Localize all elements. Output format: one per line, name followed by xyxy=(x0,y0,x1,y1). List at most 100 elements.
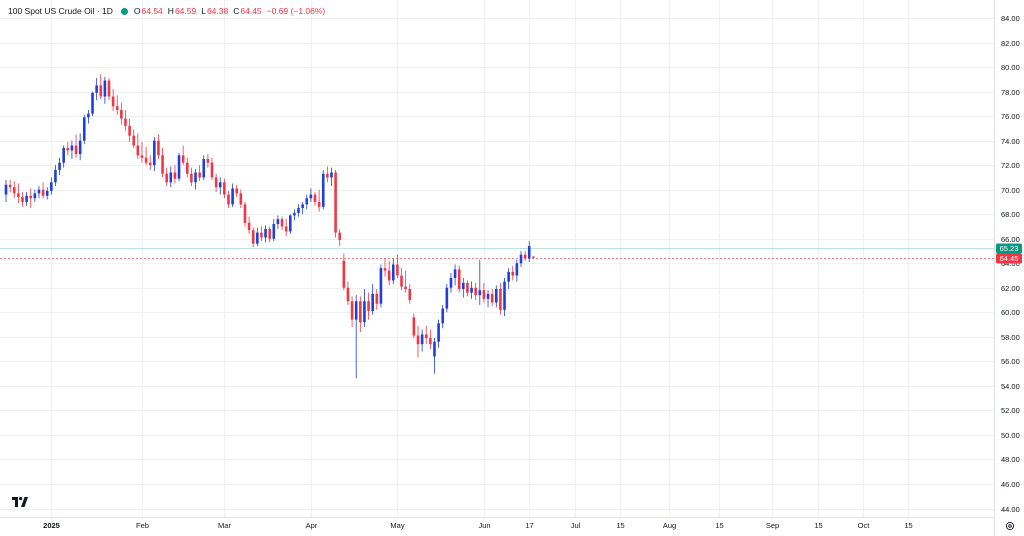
candle-body xyxy=(148,162,152,166)
candle xyxy=(523,250,527,261)
y-tick-label: 72.00 xyxy=(1001,161,1020,170)
candle-body xyxy=(82,117,86,141)
candle-body xyxy=(408,289,412,301)
candle-body xyxy=(4,184,8,195)
candle xyxy=(466,280,469,297)
candle xyxy=(50,177,53,195)
candle xyxy=(128,118,131,142)
y-tick-label: 84.00 xyxy=(1001,14,1020,23)
candle xyxy=(371,284,374,315)
candle-body xyxy=(235,188,239,194)
candle xyxy=(354,295,358,379)
candle xyxy=(194,168,197,190)
candle xyxy=(486,290,490,308)
candle-body xyxy=(470,287,473,293)
candle-body xyxy=(223,182,226,195)
time-axis[interactable]: 2025 Feb Mar Apr May Jun 17 Jul 15 Aug 15 Sep 15 Oct 1… xyxy=(43,521,913,530)
candle xyxy=(363,289,366,328)
candle xyxy=(169,166,173,188)
candle xyxy=(87,109,90,124)
candle xyxy=(288,214,292,234)
candle-body xyxy=(424,334,428,339)
candle-body xyxy=(41,189,45,196)
open-label: O xyxy=(133,6,141,16)
candle-body xyxy=(78,140,82,155)
candle-body xyxy=(511,271,515,276)
candle-body xyxy=(350,301,354,320)
candle xyxy=(95,78,98,101)
x-tick-label: Apr xyxy=(306,521,318,530)
candle-body xyxy=(169,172,173,183)
y-tick-label: 56.00 xyxy=(1001,357,1020,366)
candle-body xyxy=(474,287,477,296)
candle xyxy=(470,281,473,299)
candle xyxy=(140,141,144,163)
candle xyxy=(33,189,37,202)
x-tick-label: May xyxy=(390,521,404,530)
y-tick-label: 64.00 xyxy=(1001,259,1020,268)
candle-body xyxy=(309,194,313,199)
candle xyxy=(124,109,127,131)
symbol-title[interactable]: 100 Spot US Crude Oil · 1D xyxy=(8,6,113,16)
candle xyxy=(457,265,461,293)
candle xyxy=(449,273,453,293)
settings-gear-icon[interactable] xyxy=(1005,521,1015,531)
candle xyxy=(519,250,523,267)
candle xyxy=(441,304,445,329)
candle-body xyxy=(453,269,457,278)
candle xyxy=(330,167,333,186)
candle-body xyxy=(120,109,123,119)
candle xyxy=(272,219,276,242)
y-tick-label: 54.00 xyxy=(1001,382,1020,391)
candle xyxy=(78,133,82,161)
price-badge-green xyxy=(996,243,1022,254)
candle xyxy=(478,259,482,305)
candle-body xyxy=(45,190,49,196)
candle-body xyxy=(523,254,527,259)
x-tick-label: Feb xyxy=(136,521,149,530)
candle xyxy=(412,313,416,339)
candle xyxy=(251,227,255,248)
candle-body xyxy=(429,338,432,345)
candle-body xyxy=(124,118,127,126)
candle xyxy=(511,265,515,281)
candle-body xyxy=(400,275,403,287)
candle xyxy=(181,145,185,166)
candle xyxy=(227,190,230,209)
candle xyxy=(173,165,177,184)
candle-body xyxy=(503,281,506,310)
candle-body xyxy=(140,155,144,158)
y-tick-label: 82.00 xyxy=(1001,39,1020,48)
candle xyxy=(313,192,317,206)
candle xyxy=(416,325,420,358)
candle-body xyxy=(317,201,321,207)
candle-body xyxy=(326,173,329,178)
tradingview-logo-icon[interactable] xyxy=(12,496,28,508)
candle xyxy=(404,270,407,293)
candle-body xyxy=(214,177,218,188)
candle-body xyxy=(243,204,247,223)
candle-body xyxy=(334,172,337,233)
candle-body xyxy=(416,335,420,345)
candle-body xyxy=(161,155,164,174)
candle xyxy=(17,183,20,204)
price-axis[interactable]: 84.00 82.00 80.00 78.00 76.00 74.00 72.00 70.00… xyxy=(1001,14,1020,514)
price-badge-label: 64.45 xyxy=(1000,254,1019,263)
candle xyxy=(350,296,354,328)
candle xyxy=(383,258,387,277)
y-tick-label: 44.00 xyxy=(1001,505,1020,514)
candle xyxy=(256,227,259,247)
candle-body xyxy=(359,301,362,323)
candle xyxy=(293,209,296,221)
candle-body xyxy=(462,282,465,290)
change-value: −0.69 (−1.06%) xyxy=(266,6,326,16)
x-tick-label: Oct xyxy=(858,521,871,530)
candle xyxy=(58,157,61,175)
candle xyxy=(268,226,271,243)
y-tick-label: 74.00 xyxy=(1001,137,1020,146)
candle-body xyxy=(33,193,37,199)
candle-body xyxy=(247,222,251,231)
candle xyxy=(474,282,477,301)
candle xyxy=(202,155,206,180)
